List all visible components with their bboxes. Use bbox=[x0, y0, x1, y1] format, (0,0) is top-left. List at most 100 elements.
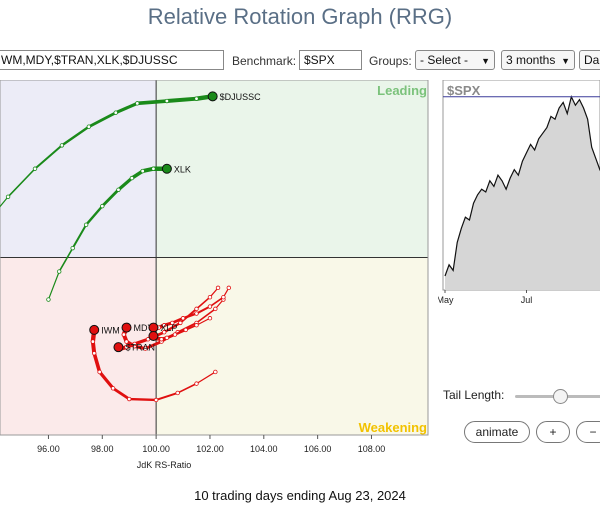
tail-head-marker[interactable] bbox=[89, 324, 100, 335]
toolbar: WM,MDY,$TRAN,XLK,$DJUSSC Benchmark: $SPX… bbox=[0, 50, 600, 72]
tail-segment bbox=[58, 247, 74, 273]
footer-date-range: 10 trading days ending Aug 23, 2024 bbox=[194, 488, 406, 503]
tail-unlabeled[interactable] bbox=[148, 316, 213, 342]
tail-djussc[interactable]: $DJUSSC bbox=[0, 91, 262, 231]
tail-point bbox=[140, 168, 145, 174]
rrg-chart[interactable]: Leading Weakening $DJUSSC XLK IWM MDY $TRAN X… bbox=[0, 80, 432, 472]
tail-segment bbox=[195, 296, 211, 310]
groups-select-value: - Select - bbox=[420, 53, 469, 67]
leading-quadrant-label: Leading bbox=[377, 83, 427, 98]
tail-point bbox=[153, 397, 159, 403]
tail-point bbox=[113, 110, 118, 115]
tail-head-marker[interactable] bbox=[121, 322, 132, 333]
tail-point bbox=[215, 285, 221, 291]
leading-quadrant bbox=[156, 80, 428, 258]
tail-point bbox=[116, 187, 121, 192]
tail-point bbox=[164, 335, 170, 341]
rrg-plot-frame bbox=[0, 80, 429, 436]
tail-segment bbox=[114, 101, 139, 115]
tail-label: IWM bbox=[101, 325, 120, 335]
tail-segment bbox=[181, 312, 198, 320]
tail-xlp[interactable]: XLP bbox=[148, 285, 232, 333]
tail-point bbox=[194, 96, 199, 101]
tail-point bbox=[121, 332, 127, 337]
tail-tran[interactable]: $TRAN bbox=[113, 285, 221, 353]
tail-segment bbox=[163, 321, 182, 334]
tail-point bbox=[70, 245, 75, 251]
tail-point bbox=[86, 124, 92, 129]
tail-point bbox=[207, 316, 213, 321]
weakening-quadrant-label: Weakening bbox=[359, 420, 427, 435]
x-tick-label: 98.00 bbox=[91, 444, 114, 454]
tail-point bbox=[207, 295, 213, 300]
tail-point bbox=[32, 166, 38, 171]
tail-point bbox=[92, 351, 97, 356]
tail-segment bbox=[84, 204, 104, 227]
tail-segment bbox=[176, 382, 198, 394]
tail-head-marker[interactable] bbox=[207, 91, 218, 102]
frequency-select[interactable]: Dai bbox=[579, 50, 600, 70]
tail-segment bbox=[164, 96, 199, 104]
improving-quadrant bbox=[0, 80, 157, 258]
tail-segment bbox=[128, 397, 158, 402]
tail-point bbox=[207, 304, 213, 309]
tail-label: XLK bbox=[174, 164, 191, 174]
tail-point bbox=[162, 323, 167, 328]
chevron-down-icon: ▼ bbox=[481, 56, 490, 66]
tail-point bbox=[135, 101, 140, 106]
tail-point bbox=[100, 203, 105, 209]
tail-iwm[interactable]: IWM bbox=[89, 324, 218, 403]
tail-head-marker[interactable] bbox=[148, 330, 159, 341]
tail-length-slider-thumb[interactable] bbox=[553, 389, 568, 404]
period-select-value: 3 months bbox=[506, 53, 556, 67]
tail-point bbox=[226, 285, 232, 291]
tail-label: $DJUSSC bbox=[220, 92, 262, 102]
tail-head-marker[interactable] bbox=[148, 322, 159, 333]
groups-select[interactable]: - Select - ▼ bbox=[415, 50, 495, 70]
tail-point bbox=[132, 341, 137, 347]
tail-length-label: Tail Length: bbox=[443, 388, 505, 402]
tail-point bbox=[151, 166, 156, 171]
tail-segment bbox=[143, 340, 163, 350]
x-tick-label: 102.00 bbox=[196, 444, 224, 454]
tail-point bbox=[143, 346, 148, 351]
tail-point bbox=[175, 390, 180, 396]
tail-label: XLP bbox=[160, 323, 177, 333]
tail-segment bbox=[132, 337, 150, 346]
spx-x-tick-label: Jul bbox=[521, 295, 533, 305]
symbols-input[interactable]: WM,MDY,$TRAN,XLK,$DJUSSC bbox=[0, 50, 224, 70]
spx-area-fill bbox=[445, 96, 600, 290]
tail-segment bbox=[195, 317, 211, 326]
chevron-down-icon: ▼ bbox=[561, 56, 570, 66]
tail-head-marker[interactable] bbox=[161, 163, 172, 174]
weakening-quadrant bbox=[156, 257, 428, 435]
tail-segment bbox=[116, 176, 134, 192]
tail-point bbox=[194, 323, 199, 328]
tail-segment bbox=[92, 351, 102, 374]
x-axis-label: JdK RS-Ratio bbox=[137, 460, 192, 470]
tail-head-marker[interactable] bbox=[113, 342, 124, 353]
minus-button[interactable]: − bbox=[576, 421, 600, 443]
x-tick-label: 104.00 bbox=[250, 444, 278, 454]
x-tick-label: 100.00 bbox=[142, 444, 170, 454]
tail-point bbox=[172, 332, 178, 337]
plus-button[interactable]: + bbox=[536, 421, 570, 443]
tail-segment bbox=[155, 391, 179, 401]
period-select[interactable]: 3 months ▼ bbox=[501, 50, 575, 70]
benchmark-input[interactable]: $SPX bbox=[299, 50, 362, 70]
x-tick-label: 106.00 bbox=[304, 444, 332, 454]
tail-segment bbox=[100, 188, 120, 208]
spx-x-tick-label: May bbox=[438, 295, 454, 305]
x-tick-label: 96.00 bbox=[37, 444, 60, 454]
tail-segment bbox=[33, 144, 63, 170]
tail-segment bbox=[195, 371, 216, 385]
tail-point bbox=[127, 396, 132, 402]
tail-point bbox=[194, 311, 199, 316]
tail-segment bbox=[87, 111, 118, 129]
animate-button[interactable]: animate bbox=[464, 421, 530, 443]
tail-point bbox=[162, 330, 167, 335]
tail-point bbox=[194, 306, 199, 312]
benchmark-label: Benchmark: bbox=[232, 54, 297, 68]
tail-point bbox=[83, 222, 89, 228]
tail-xlk[interactable]: XLK bbox=[46, 163, 191, 302]
